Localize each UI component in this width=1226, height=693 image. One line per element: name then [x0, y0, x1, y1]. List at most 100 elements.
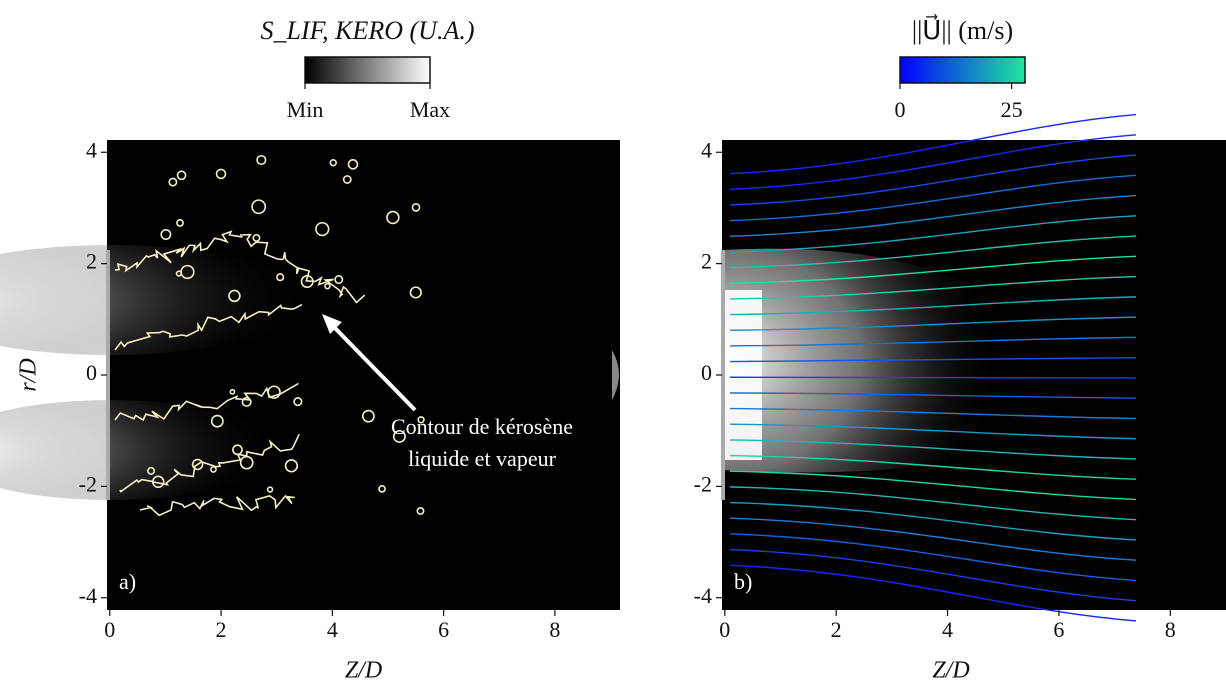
colorbar-label: ||U⃗|| (m/s): [912, 14, 1013, 45]
contour: [210, 414, 224, 428]
streamline: [729, 486, 1137, 521]
streamline: [729, 113, 1137, 175]
contour: [266, 486, 274, 493]
x-tick-label: 4: [327, 617, 338, 642]
streamline: [729, 407, 1137, 420]
colorbar-tick-label: Min: [287, 97, 324, 122]
annotation: Contour de kérosène: [391, 414, 573, 439]
streamline: [729, 336, 1137, 347]
contour: [267, 385, 281, 399]
annotation: liquide et vapeur: [408, 446, 557, 471]
streamline: [729, 194, 1137, 237]
streamline: [729, 215, 1137, 253]
y-tick-label: 0: [701, 360, 712, 385]
contour: [293, 397, 303, 407]
streamlines: [729, 113, 1137, 622]
x-tick-label: 8: [1165, 617, 1176, 642]
contour: [342, 175, 352, 184]
contour: [256, 154, 267, 166]
y-tick-label: 4: [86, 137, 97, 162]
streamline: [729, 470, 1137, 501]
streamline: [729, 154, 1137, 206]
contour: [151, 475, 165, 489]
contour: [284, 459, 299, 473]
contour: [114, 230, 243, 273]
contour: [300, 274, 314, 289]
contour: [252, 233, 261, 242]
contour: [114, 382, 299, 422]
x-tick-label: 0: [719, 617, 730, 642]
streamline: [729, 533, 1137, 582]
contour: [239, 455, 254, 470]
y-tick-label: 2: [86, 249, 97, 274]
contour: [215, 168, 227, 180]
y-tick-label: -4: [694, 583, 712, 608]
streamline: [729, 316, 1137, 331]
annotation-arrow: [322, 314, 417, 412]
streamline: [729, 392, 1137, 399]
y-tick-label: -2: [79, 471, 97, 496]
x-tick-label: 6: [1053, 617, 1064, 642]
x-tick-label: 6: [438, 617, 449, 642]
y-tick-label: 2: [701, 249, 712, 274]
colorbar: [899, 56, 1026, 84]
panel-label: a): [119, 569, 136, 594]
contour: [176, 218, 184, 227]
contour: [241, 396, 252, 407]
contour: [160, 229, 172, 240]
contour: [378, 485, 386, 493]
contours: [114, 154, 425, 517]
streamline: [729, 134, 1137, 190]
streamline: [729, 255, 1137, 284]
y-axis-label: r/D: [16, 358, 42, 391]
colorbar-tick-label: 0: [895, 97, 906, 122]
contour: [114, 303, 303, 351]
y-tick-label: -2: [694, 471, 712, 496]
streamline: [729, 564, 1137, 622]
contour: [416, 507, 425, 515]
streamline: [729, 275, 1137, 300]
contour: [229, 388, 236, 395]
x-tick-label: 0: [104, 617, 115, 642]
colorbar-tick-label: 25: [1001, 97, 1023, 122]
x-tick-label: 8: [549, 617, 560, 642]
contour: [232, 444, 243, 456]
injector-a: [106, 250, 110, 500]
colorbar-label: S_LIF, KERO (U.A.): [260, 16, 474, 45]
streamline: [729, 423, 1137, 440]
contour: [276, 273, 285, 282]
x-tick-label: 4: [942, 617, 953, 642]
contour: [417, 416, 425, 424]
contour: [334, 275, 344, 285]
contour: [409, 286, 422, 299]
injector-b: [721, 250, 725, 500]
contour: [392, 429, 406, 443]
streamline: [729, 235, 1137, 269]
y-tick-label: 0: [86, 360, 97, 385]
x-tick-label: 2: [216, 617, 227, 642]
x-axis-label: Z/D: [932, 658, 969, 684]
contour: [191, 458, 204, 471]
contour: [386, 210, 400, 225]
streamline: [729, 454, 1137, 480]
y-tick-label: -4: [79, 583, 97, 608]
x-axis-label: Z/D: [345, 658, 382, 684]
contour: [315, 221, 330, 237]
streamline: [729, 439, 1137, 460]
contour: [324, 282, 331, 290]
image-a: [107, 140, 620, 610]
streamline: [729, 296, 1137, 316]
contour: [210, 466, 217, 473]
contour: [347, 159, 359, 170]
streamline: [729, 174, 1137, 222]
streamline: [729, 356, 1137, 363]
streamline: [729, 501, 1137, 541]
spray-a: [0, 245, 619, 500]
contour: [411, 202, 421, 212]
panel-label: b): [734, 569, 752, 594]
contour: [139, 494, 295, 517]
contour: [168, 177, 178, 187]
streamline: [729, 517, 1137, 561]
contour: [251, 199, 267, 215]
